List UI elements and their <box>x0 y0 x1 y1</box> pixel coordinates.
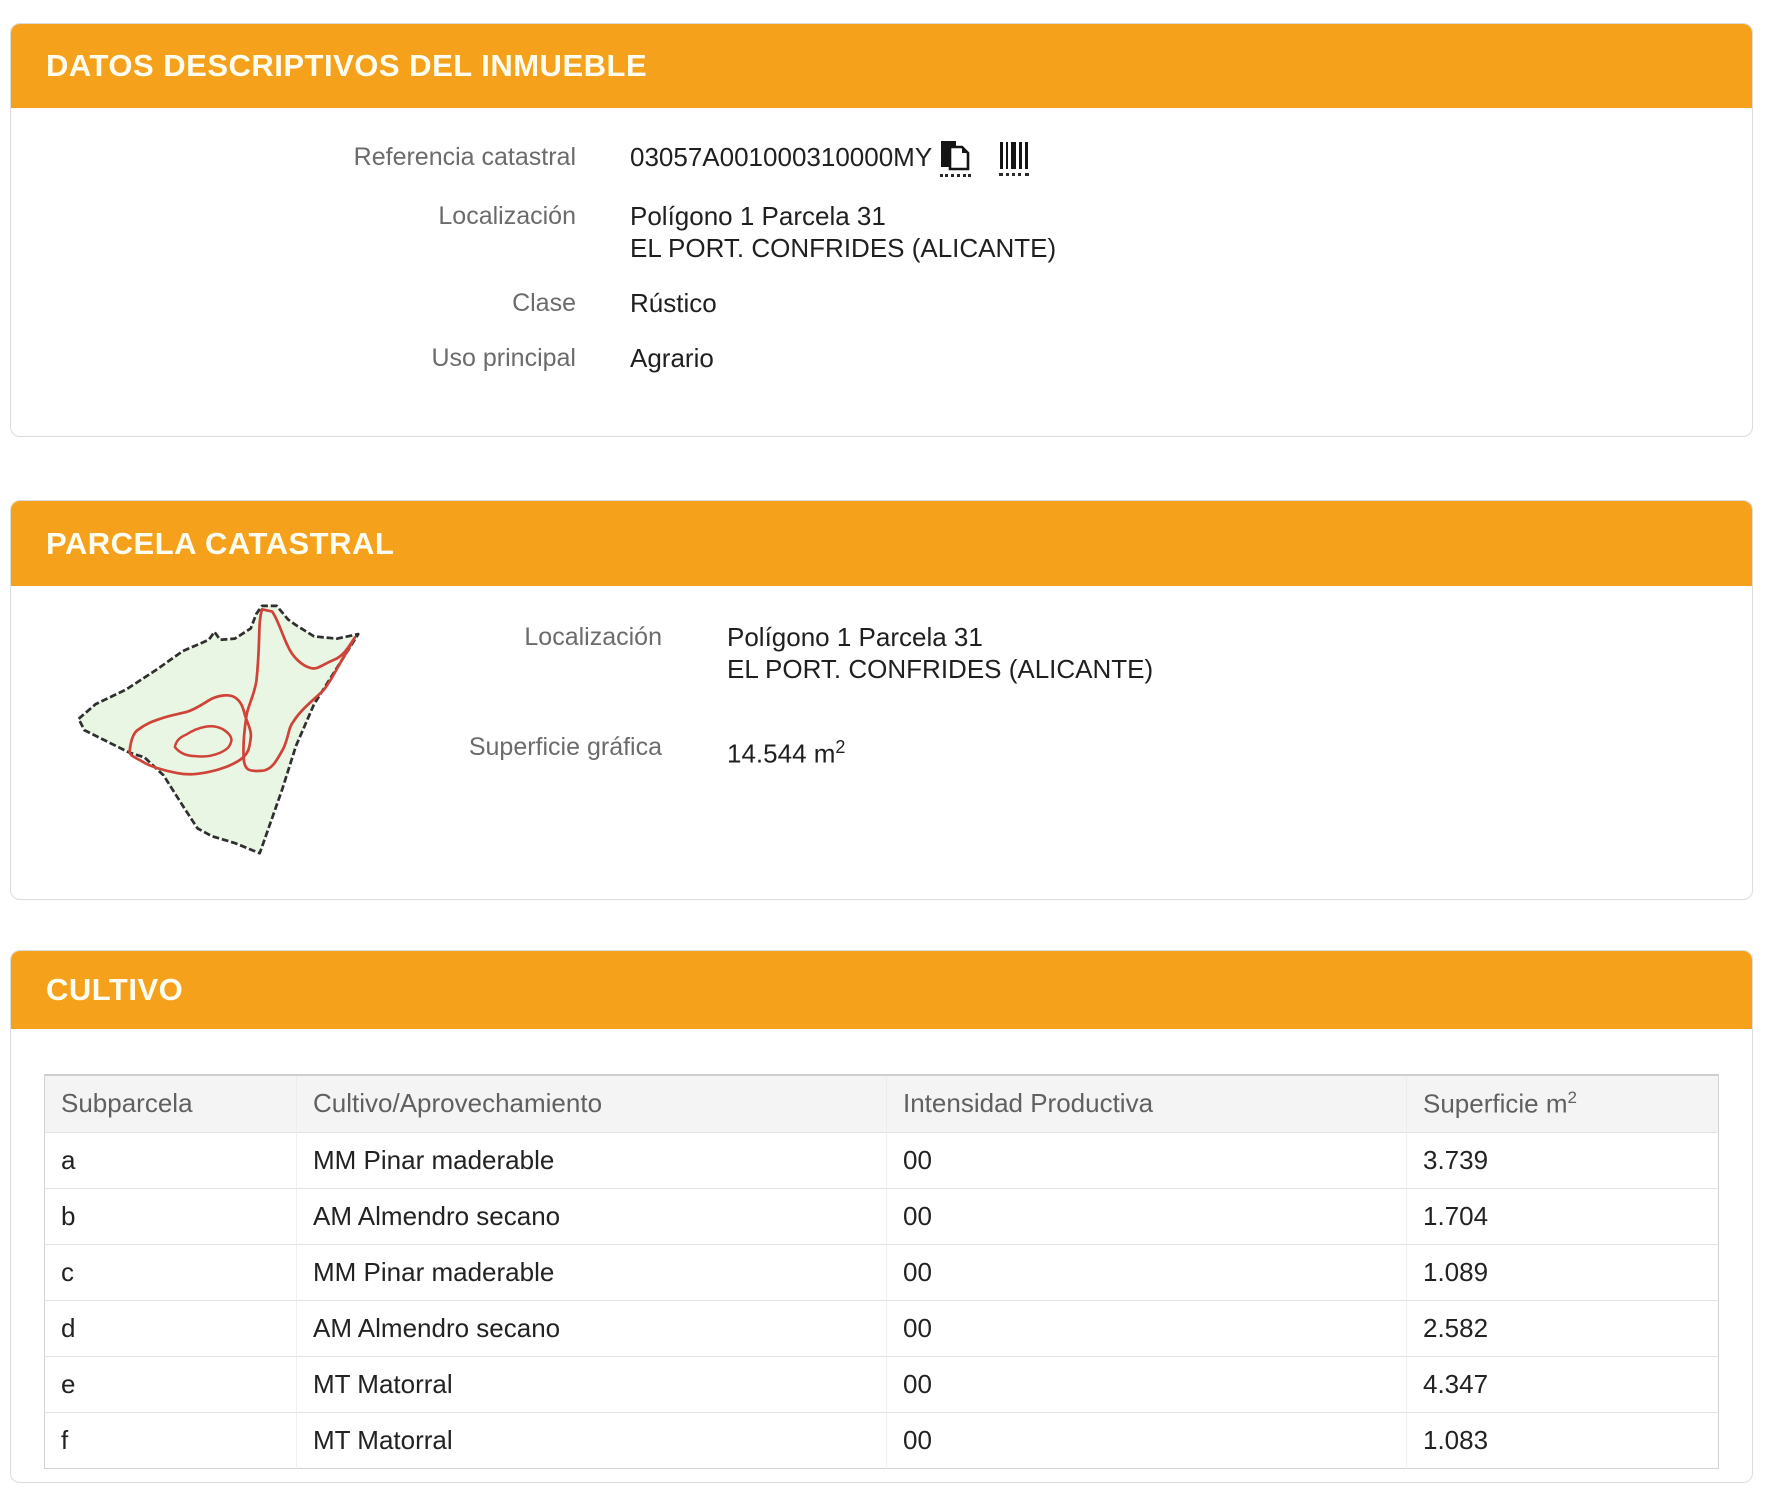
cultivo-header-row: Subparcela Cultivo/Aprovechamiento Inten… <box>44 1075 1719 1132</box>
section-cultivo: CULTIVO Subparcela Cultivo/Aprovechamien… <box>10 950 1753 1483</box>
cell-intensidad: 00 <box>886 1299 1407 1356</box>
referencia-catastral-row: Referencia catastral 03057A001000310000M… <box>11 141 1752 177</box>
parcela-localizacion-line1: Polígono 1 Parcela 31 <box>727 622 983 652</box>
section-datos-descriptivos: DATOS DESCRIPTIVOS DEL INMUEBLE Referenc… <box>10 23 1753 437</box>
cell-subparcela: e <box>44 1355 297 1412</box>
cell-cultivo: MT Matorral <box>296 1355 887 1412</box>
parcela-localizacion-line2: EL PORT. CONFRIDES (ALICANTE) <box>727 654 1154 684</box>
table-row: b AM Almendro secano 00 1.704 <box>44 1187 1719 1244</box>
section-header-parcela: PARCELA CATASTRAL <box>11 501 1752 586</box>
datos-body: Referencia catastral 03057A001000310000M… <box>11 108 1752 374</box>
localizacion-line2: EL PORT. CONFRIDES (ALICANTE) <box>630 233 1057 263</box>
col-header-superficie-text: Superficie m <box>1423 1088 1568 1119</box>
table-row: c MM Pinar maderable 00 1.089 <box>44 1243 1719 1300</box>
table-row: e MT Matorral 00 4.347 <box>44 1355 1719 1412</box>
clase-row: Clase Rústico <box>11 287 1752 319</box>
barcode-link[interactable] <box>999 141 1030 176</box>
clase-label: Clase <box>512 289 576 317</box>
cell-superficie: 2.582 <box>1406 1299 1719 1356</box>
localizacion-row: Localización Polígono 1 Parcela 31 EL PO… <box>11 200 1752 264</box>
referencia-catastral-label: Referencia catastral <box>353 143 576 171</box>
cell-intensidad: 00 <box>886 1243 1407 1300</box>
localizacion-label: Localización <box>438 202 576 230</box>
cell-subparcela: f <box>44 1411 297 1468</box>
section-parcela-catastral: PARCELA CATASTRAL Localización Polígono … <box>10 500 1753 900</box>
parcel-outline-map <box>77 604 360 855</box>
cell-cultivo: AM Almendro secano <box>296 1299 887 1356</box>
col-header-cultivo: Cultivo/Aprovechamiento <box>296 1075 887 1132</box>
table-row: a MM Pinar maderable 00 3.739 <box>44 1131 1719 1188</box>
cell-cultivo: MT Matorral <box>296 1411 887 1468</box>
cell-intensidad: 00 <box>886 1187 1407 1244</box>
uso-principal-label: Uso principal <box>431 344 576 372</box>
localizacion-line1: Polígono 1 Parcela 31 <box>630 201 886 231</box>
cell-cultivo: MM Pinar maderable <box>296 1131 887 1188</box>
cell-subparcela: c <box>44 1243 297 1300</box>
superficie-grafica-label: Superficie gráfica <box>468 733 662 761</box>
cell-superficie: 1.083 <box>1406 1411 1719 1468</box>
col-header-intensidad: Intensidad Productiva <box>886 1075 1407 1132</box>
cell-subparcela: b <box>44 1187 297 1244</box>
section-title-cultivo: CULTIVO <box>46 972 184 1007</box>
section-title-datos: DATOS DESCRIPTIVOS DEL INMUEBLE <box>46 48 648 83</box>
col-header-subparcela: Subparcela <box>44 1075 297 1132</box>
superficie-grafica-value: 14.544 m <box>727 738 836 769</box>
cell-superficie: 1.704 <box>1406 1187 1719 1244</box>
cell-subparcela: a <box>44 1131 297 1188</box>
cultivo-table: Subparcela Cultivo/Aprovechamiento Inten… <box>44 1074 1719 1469</box>
cultivo-body: Subparcela Cultivo/Aprovechamiento Inten… <box>11 1029 1752 1482</box>
barcode-icon <box>999 141 1029 171</box>
cell-intensidad: 00 <box>886 1411 1407 1468</box>
col-header-superficie-sup: 2 <box>1567 1087 1577 1107</box>
clase-value: Rústico <box>630 288 717 318</box>
cell-superficie: 4.347 <box>1406 1355 1719 1412</box>
superficie-grafica-sup: 2 <box>835 737 846 757</box>
section-header-cultivo: CULTIVO <box>11 951 1752 1029</box>
uso-principal-value: Agrario <box>630 343 714 373</box>
copy-document-icon <box>940 141 971 172</box>
cell-superficie: 1.089 <box>1406 1243 1719 1300</box>
cell-superficie: 3.739 <box>1406 1131 1719 1188</box>
col-header-superficie: Superficie m2 <box>1406 1075 1719 1132</box>
superficie-grafica-row: Superficie gráfica 14.544 m2 <box>11 731 1752 770</box>
copy-reference-link[interactable] <box>940 141 972 177</box>
table-row: f MT Matorral 00 1.083 <box>44 1411 1719 1468</box>
cell-cultivo: AM Almendro secano <box>296 1187 887 1244</box>
parcela-localizacion-label: Localización <box>524 623 662 651</box>
referencia-catastral-value: 03057A001000310000MY <box>630 142 933 172</box>
cell-intensidad: 00 <box>886 1131 1407 1188</box>
uso-principal-row: Uso principal Agrario <box>11 342 1752 374</box>
cell-subparcela: d <box>44 1299 297 1356</box>
table-row: d AM Almendro secano 00 2.582 <box>44 1299 1719 1356</box>
section-header-datos: DATOS DESCRIPTIVOS DEL INMUEBLE <box>11 24 1752 108</box>
section-title-parcela: PARCELA CATASTRAL <box>46 525 395 561</box>
parcela-localizacion-row: Localización Polígono 1 Parcela 31 EL PO… <box>11 621 1752 685</box>
cell-intensidad: 00 <box>886 1355 1407 1412</box>
parcela-body: Localización Polígono 1 Parcela 31 EL PO… <box>11 586 1752 899</box>
cell-cultivo: MM Pinar maderable <box>296 1243 887 1300</box>
